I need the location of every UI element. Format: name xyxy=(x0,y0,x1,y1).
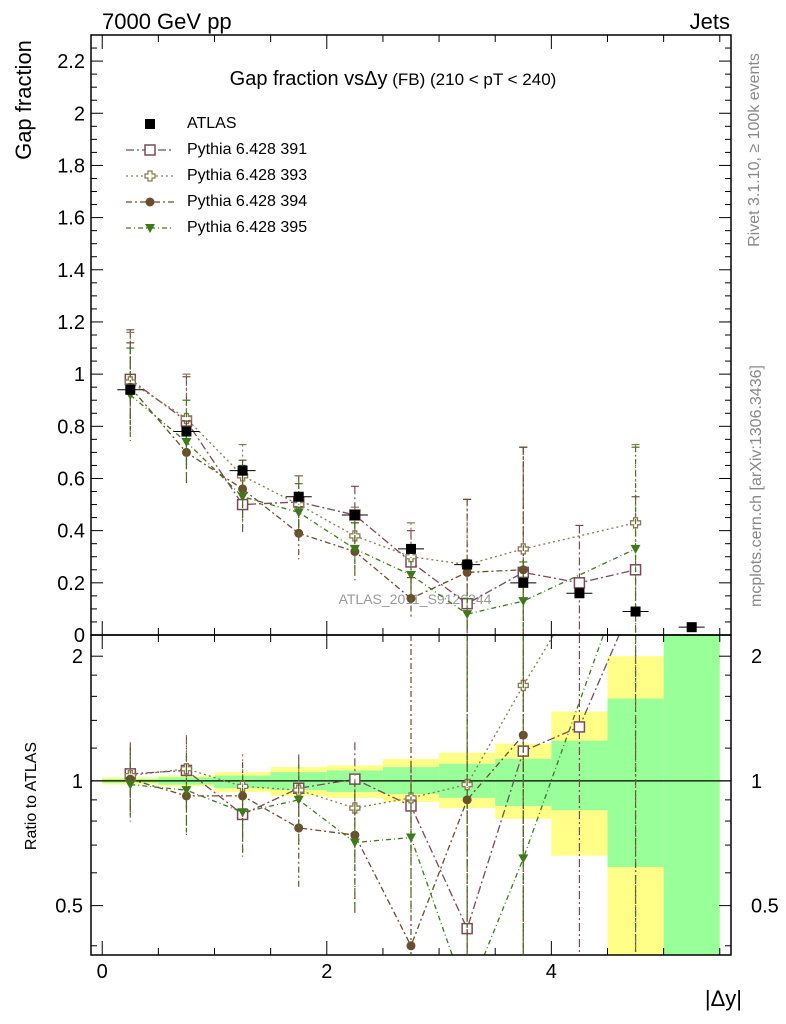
chart-title-main: Gap fraction vs xyxy=(229,68,365,90)
series-marker xyxy=(573,577,586,589)
ratio-tick-label-left: 1 xyxy=(72,771,83,793)
series-marker xyxy=(293,508,304,518)
series-0-top xyxy=(124,329,642,635)
legend-label-series-0: Pythia 6.428 391 xyxy=(187,141,308,158)
legend: ATLAS Pythia 6.428 391 Pythia 6.428 393 … xyxy=(125,112,345,242)
series-marker xyxy=(406,571,416,580)
data-point xyxy=(406,543,416,554)
y-tick-label: 0.2 xyxy=(57,573,85,595)
y-tick-label: 1.2 xyxy=(57,312,85,334)
legend-symbol-series-1 xyxy=(144,170,156,182)
series-marker xyxy=(405,551,417,563)
ratio-line xyxy=(130,734,524,948)
series-marker xyxy=(462,567,472,577)
series-marker xyxy=(518,597,529,607)
y-tick-label: 0.6 xyxy=(57,468,85,490)
ratio-marker xyxy=(406,941,416,951)
series-line xyxy=(129,394,636,615)
legend-label-series-2: Pythia 6.428 394 xyxy=(187,193,308,210)
ratio-tick-label-right: 1 xyxy=(751,771,762,793)
chart-title-delta: Δy xyxy=(364,68,388,90)
legend-symbols xyxy=(126,119,174,233)
legend-label-data: ATLAS xyxy=(187,115,237,132)
data-point xyxy=(181,426,192,437)
y-tick-label: 0 xyxy=(74,625,85,647)
data-point xyxy=(686,622,697,633)
y-tick-label: 2 xyxy=(74,103,85,125)
series-marker xyxy=(238,484,248,494)
header-right-label: Jets xyxy=(689,9,730,34)
ratio-marker xyxy=(350,830,360,840)
series-line xyxy=(129,378,636,605)
series-marker xyxy=(181,437,192,447)
ratio-marker xyxy=(293,795,304,805)
y-tick-label: 2.2 xyxy=(57,51,85,73)
y-tick-label: 0.8 xyxy=(57,416,85,438)
series-marker xyxy=(630,544,641,554)
y-tick-label: 1 xyxy=(74,364,85,386)
data-point xyxy=(237,465,248,476)
series-3-ratio xyxy=(125,635,637,955)
series-line xyxy=(129,381,636,566)
series-marker xyxy=(180,412,193,425)
legend-label-series-3: Pythia 6.428 395 xyxy=(187,219,308,236)
ratio-marker xyxy=(125,780,136,790)
data-point xyxy=(293,491,304,502)
data-point xyxy=(574,588,585,599)
ratio-line xyxy=(130,635,620,931)
ratio-marker xyxy=(181,786,192,796)
series-marker xyxy=(237,492,248,502)
header-left-label: 7000 GeV pp xyxy=(102,9,232,34)
series-1-top xyxy=(124,331,642,635)
legend-symbol-data xyxy=(145,119,155,129)
ratio-tick-label-left: 2 xyxy=(72,646,83,668)
chart-title: Gap fraction vsΔy (FB) (210 < pT < 240) xyxy=(0,68,786,91)
data-point xyxy=(630,606,641,617)
x-tick-label: 4 xyxy=(546,961,557,983)
x-tick-label: 2 xyxy=(321,961,332,983)
ratio-marker xyxy=(349,838,360,848)
y-tick-label: 0.4 xyxy=(57,521,85,543)
ratio-marker xyxy=(573,721,586,733)
y-tick-label: 1.6 xyxy=(57,208,85,230)
legend-symbol-series-0 xyxy=(144,144,156,156)
atlas-data xyxy=(117,384,705,633)
data-point xyxy=(462,559,473,570)
ratio-band-green xyxy=(663,635,720,955)
series-marker xyxy=(349,544,360,554)
data-point xyxy=(125,384,136,395)
series-marker xyxy=(518,565,528,575)
legend-label-series-1: Pythia 6.428 393 xyxy=(187,167,308,184)
ratio-marker xyxy=(518,854,529,864)
legend-symbol-series-2 xyxy=(145,197,155,207)
series-marker xyxy=(462,610,473,620)
ratio-tick-label-right: 0.5 xyxy=(751,896,779,918)
data-point xyxy=(349,510,360,520)
legend-symbol-series-3 xyxy=(145,224,155,233)
series-3-top xyxy=(125,347,641,635)
x-tick-label: 0 xyxy=(97,961,108,983)
data-point xyxy=(518,577,529,588)
ratio-marker xyxy=(406,833,416,843)
ratio-panel-frame xyxy=(90,634,732,956)
y-tick-label: 1.4 xyxy=(57,260,85,282)
ratio-tick-label-right: 2 xyxy=(751,646,762,668)
y-tick-label: 1.8 xyxy=(57,155,85,177)
ratio-marker xyxy=(237,808,248,818)
ratio-tick-label-left: 0.5 xyxy=(55,896,83,918)
series-line xyxy=(129,386,524,600)
chart-title-sub: (FB) (210 < pT < 240) xyxy=(387,70,557,89)
x-axis-title: |Δy| xyxy=(704,986,742,1011)
